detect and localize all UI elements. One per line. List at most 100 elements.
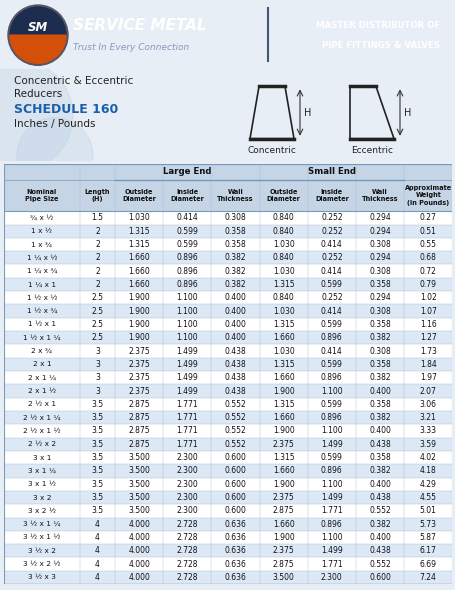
Text: 3.500: 3.500 [128,480,150,489]
Text: 1.100: 1.100 [176,307,197,316]
Text: 0.636: 0.636 [224,520,246,529]
Text: 0.896: 0.896 [320,333,342,342]
Text: Approximate
Weight
(in Pounds): Approximate Weight (in Pounds) [404,185,451,206]
Text: 2 ½ x 1 ¼: 2 ½ x 1 ¼ [23,415,61,421]
Text: 4.000: 4.000 [128,573,150,582]
Text: 1.900: 1.900 [128,293,150,302]
Text: 0.896: 0.896 [320,520,342,529]
Text: Outside
Diameter: Outside Diameter [122,189,156,202]
Text: 0.552: 0.552 [224,427,246,435]
Text: 1.499: 1.499 [320,546,342,555]
Text: 3.5: 3.5 [91,400,103,409]
Text: 2.07: 2.07 [419,386,436,395]
Text: 2 ½ x 1 ½: 2 ½ x 1 ½ [23,428,61,434]
Bar [4,411,451,424]
Text: 1.100: 1.100 [320,427,342,435]
Text: 0.896: 0.896 [320,373,342,382]
Text: 1.07: 1.07 [419,307,436,316]
Text: 1.315: 1.315 [272,280,294,289]
Text: 0.414: 0.414 [320,307,342,316]
Text: 0.400: 0.400 [224,320,246,329]
Text: 0.308: 0.308 [369,240,390,249]
Text: Reducers: Reducers [14,90,62,100]
Text: 1.900: 1.900 [128,307,150,316]
Text: H: H [303,107,311,117]
Text: 2 x ¾: 2 x ¾ [31,348,52,354]
Text: 3.500: 3.500 [128,453,150,462]
Text: 2.375: 2.375 [128,386,150,395]
Text: 3: 3 [95,373,100,382]
Text: 0.358: 0.358 [369,360,390,369]
Text: 1.771: 1.771 [176,427,197,435]
Text: 2.728: 2.728 [176,560,197,569]
Text: 1.499: 1.499 [176,386,198,395]
Text: 2.875: 2.875 [128,440,150,449]
Text: Small End: Small End [307,167,355,176]
Bar [4,398,451,411]
Text: 0.400: 0.400 [368,480,390,489]
Text: 0.552: 0.552 [369,560,390,569]
Bar [4,517,451,531]
Text: 1.771: 1.771 [176,413,197,422]
Bar [4,558,451,571]
Text: Eccentric: Eccentric [350,146,392,155]
Text: 1.900: 1.900 [272,480,294,489]
Text: 1.315: 1.315 [272,320,294,329]
Text: 0.552: 0.552 [224,400,246,409]
Text: 1 ½ x 1 ¼: 1 ½ x 1 ¼ [23,335,61,341]
Text: 4.55: 4.55 [419,493,436,502]
Text: 3 x 2: 3 x 2 [33,494,51,500]
Text: 2.875: 2.875 [128,427,150,435]
Text: 0.896: 0.896 [176,267,198,276]
Text: 0.552: 0.552 [369,506,390,515]
Text: 0.438: 0.438 [224,360,246,369]
Circle shape [0,60,73,171]
Text: 0.438: 0.438 [224,386,246,395]
Text: PIPE FITTINGS & VALVES: PIPE FITTINGS & VALVES [321,41,439,50]
Text: SM: SM [28,21,48,34]
Text: 0.414: 0.414 [320,240,342,249]
Bar [4,163,451,180]
Text: 0.382: 0.382 [224,267,246,276]
Text: 0.636: 0.636 [224,560,246,569]
Text: 4: 4 [95,573,100,582]
Text: 1 ¼ x ¾: 1 ¼ x ¾ [26,268,57,274]
Text: 3.33: 3.33 [419,427,436,435]
Text: 0.552: 0.552 [224,440,246,449]
Text: 2.375: 2.375 [272,493,294,502]
Bar [4,180,451,211]
Text: 2: 2 [95,280,100,289]
Text: 0.400: 0.400 [368,386,390,395]
Text: 2.5: 2.5 [91,320,103,329]
Text: 1.771: 1.771 [176,400,197,409]
Text: 0.308: 0.308 [369,346,390,356]
Bar [4,345,451,358]
Text: 0.72: 0.72 [419,267,436,276]
Text: 0.308: 0.308 [224,214,246,222]
Text: 1.02: 1.02 [419,293,436,302]
Text: 3 ½ x 2 ½: 3 ½ x 2 ½ [23,561,61,567]
Text: 1 ½ x ¾: 1 ½ x ¾ [26,308,57,314]
Bar [4,238,451,251]
Text: 2.375: 2.375 [128,373,150,382]
Text: Concentric & Eccentric: Concentric & Eccentric [14,76,133,86]
Text: 2.300: 2.300 [176,453,198,462]
Text: 3 x 1 ½: 3 x 1 ½ [28,481,56,487]
Text: 3 x 2 ½: 3 x 2 ½ [28,508,56,514]
Text: 0.382: 0.382 [369,373,390,382]
Text: 1.660: 1.660 [272,333,294,342]
Text: Length
(H): Length (H) [85,189,110,202]
Text: 0.400: 0.400 [224,293,246,302]
Bar [4,451,451,464]
Text: 2.728: 2.728 [176,546,197,555]
Bar [4,464,451,477]
Text: MASTER DISTRIBUTOR OF: MASTER DISTRIBUTOR OF [315,21,439,30]
Text: 2.875: 2.875 [128,413,150,422]
Text: 2.875: 2.875 [272,506,294,515]
Text: ¾ x ½: ¾ x ½ [30,215,53,221]
Text: 0.400: 0.400 [368,427,390,435]
Text: 1.100: 1.100 [320,480,342,489]
Text: 0.552: 0.552 [224,413,246,422]
Text: 0.414: 0.414 [176,214,198,222]
Text: 6.17: 6.17 [419,546,436,555]
